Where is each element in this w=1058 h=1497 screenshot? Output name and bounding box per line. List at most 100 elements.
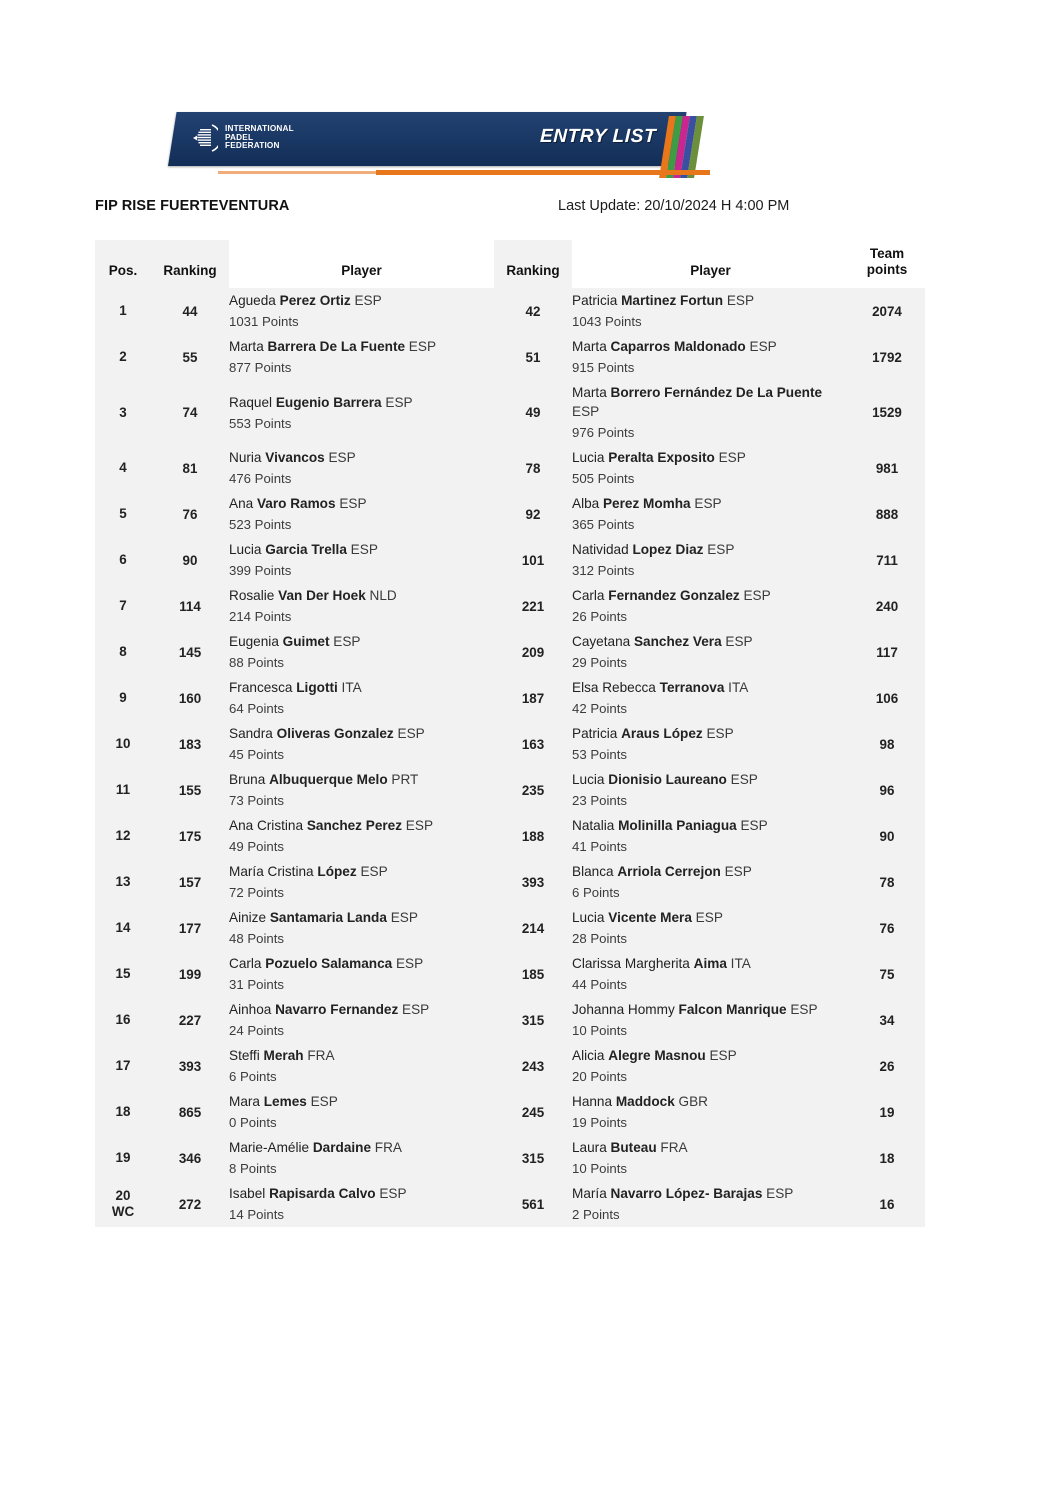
player-points-1: 45 Points [229,747,284,762]
player-surname-2: Araus López [621,726,703,741]
player-points-1: 476 Points [229,471,292,486]
player-nationality-2: ITA [724,680,749,695]
table-row: 9 160 Francesca Ligotti ITA 64 Points 187 Els… [95,675,925,721]
cell-player-1: Raquel Eugenio Barrera ESP 553 Points [229,380,494,445]
player-nationality-2: ESP [705,1048,737,1063]
player-nationality-1: ESP [335,496,367,511]
cell-team-points: 888 [849,491,925,537]
position-number: 6 [119,552,127,567]
table-row: 4 81 Nuria Vivancos ESP 476 Points 78 Lucia P… [95,445,925,491]
cell-player-2: Natalia Molinilla Paniagua ESP 41 Points [572,813,849,859]
cell-ranking-1: 177 [151,905,229,951]
player-name-2: Natividad Lopez Diaz ESP [572,540,843,559]
player-nationality-2: ESP [720,864,752,879]
cell-position: 3 [95,380,151,445]
player-points-1: 6 Points [229,1069,277,1084]
player-points-2: 10 Points [572,1023,627,1038]
player-points-1: 31 Points [229,977,284,992]
position-number: 15 [115,966,131,981]
player-firstname-1: Isabel [229,1186,270,1201]
cell-team-points: 75 [849,951,925,997]
player-name-2: Lucia Peralta Exposito ESP [572,448,843,467]
banner-title: ENTRY LIST [539,126,657,147]
column-header-player-1: Player [229,240,494,288]
ipf-logo: INTERNATIONAL PADEL FEDERATION [192,122,294,154]
player-nationality-2: ESP [702,726,734,741]
player-firstname-2: María [572,1186,611,1201]
cell-team-points: 1529 [849,380,925,445]
cell-player-2: Marta Borrero Fernández De La Puente ESP… [572,380,849,445]
player-nationality-2: ESP [703,542,735,557]
table-row: 19 346 Marie-Amélie Dardaine FRA 8 Points 31… [95,1135,925,1181]
player-points-2: 29 Points [572,655,627,670]
cell-ranking-2: 187 [494,675,572,721]
cell-player-2: Lucia Vicente Mera ESP 28 Points [572,905,849,951]
cell-team-points: 78 [849,859,925,905]
player-nationality-2: FRA [656,1140,688,1155]
player-points-1: 49 Points [229,839,284,854]
entry-list-table-wrapper: Pos. Ranking Player Ranking Player Team … [95,240,925,1227]
player-name-1: Mara Lemes ESP [229,1092,488,1111]
entry-list-table: Pos. Ranking Player Ranking Player Team … [95,240,925,1227]
player-nationality-1: ITA [337,680,362,695]
player-points-1: 399 Points [229,563,292,578]
cell-ranking-2: 235 [494,767,572,813]
player-name-1: Bruna Albuquerque Melo PRT [229,770,488,789]
cell-ranking-1: 199 [151,951,229,997]
player-name-1: Steffi Merah FRA [229,1046,488,1065]
player-name-2: Elsa Rebecca Terranova ITA [572,678,843,697]
cell-position: 5 [95,491,151,537]
table-row: 2 55 Marta Barrera De La Fuente ESP 877 Poi… [95,334,925,380]
cell-position: 18 [95,1089,151,1135]
player-firstname-2: Lucia [572,772,609,787]
player-nationality-1: NLD [365,588,397,603]
player-nationality-2: ESP [726,772,758,787]
cell-player-1: Nuria Vivancos ESP 476 Points [229,445,494,491]
player-surname-2: Perez Momha [602,496,691,511]
position-number: 7 [119,598,127,613]
cell-player-2: Blanca Arriola Cerrejon ESP 6 Points [572,859,849,905]
cell-team-points: 117 [849,629,925,675]
player-points-2: 28 Points [572,931,627,946]
player-firstname-2: Blanca [572,864,618,879]
cell-team-points: 98 [849,721,925,767]
player-surname-1: Santamaria Landa [269,910,387,925]
cell-player-1: Isabel Rapisarda Calvo ESP 14 Points [229,1181,494,1227]
cell-player-2: Patricia Martinez Fortun ESP 1043 Points [572,288,849,334]
player-name-1: Ana Cristina Sanchez Perez ESP [229,816,488,835]
cell-team-points: 18 [849,1135,925,1181]
cell-position: 16 [95,997,151,1043]
player-name-2: Alba Perez Momha ESP [572,494,843,513]
cell-ranking-2: 393 [494,859,572,905]
cell-ranking-2: 315 [494,997,572,1043]
player-nationality-1: PRT [387,772,419,787]
player-surname-2: Lopez Diaz [632,542,704,557]
table-row: 11 155 Bruna Albuquerque Melo PRT 73 Points… [95,767,925,813]
cell-ranking-1: 90 [151,537,229,583]
player-surname-2: Aima [693,956,727,971]
cell-position: 13 [95,859,151,905]
table-row: 16 227 Ainhoa Navarro Fernandez ESP 24 Poin… [95,997,925,1043]
player-surname-2: Terranova [659,680,725,695]
player-firstname-2: Patricia [572,726,622,741]
player-name-1: Francesca Ligotti ITA [229,678,488,697]
player-firstname-1: Raquel [229,394,276,410]
banner-content: INTERNATIONAL PADEL FEDERATION ENTRY LIS… [168,112,678,166]
player-name-2: Patricia Araus López ESP [572,724,843,743]
table-row: 18 865 Mara Lemes ESP 0 Points 245 Hanna Madd… [95,1089,925,1135]
player-nationality-2: ESP [745,339,777,354]
player-surname-2: Alegre Masnou [608,1048,706,1063]
player-firstname-2: Hanna [572,1094,616,1109]
player-firstname-2: Alba [572,496,603,511]
cell-player-1: Ana Varo Ramos ESP 523 Points [229,491,494,537]
ipf-logo-line1: INTERNATIONAL [225,124,294,134]
player-points-2: 19 Points [572,1115,627,1130]
player-name-2: Cayetana Sanchez Vera ESP [572,632,843,651]
team-points-line1: Team [869,246,905,261]
cell-player-2: Marta Caparros Maldonado ESP 915 Points [572,334,849,380]
player-nationality-1: ESP [393,726,425,741]
team-points-line2: points [866,262,908,277]
player-name-1: María Cristina López ESP [229,862,488,881]
column-header-team-points: Team points [849,240,925,288]
player-points-1: 88 Points [229,655,284,670]
